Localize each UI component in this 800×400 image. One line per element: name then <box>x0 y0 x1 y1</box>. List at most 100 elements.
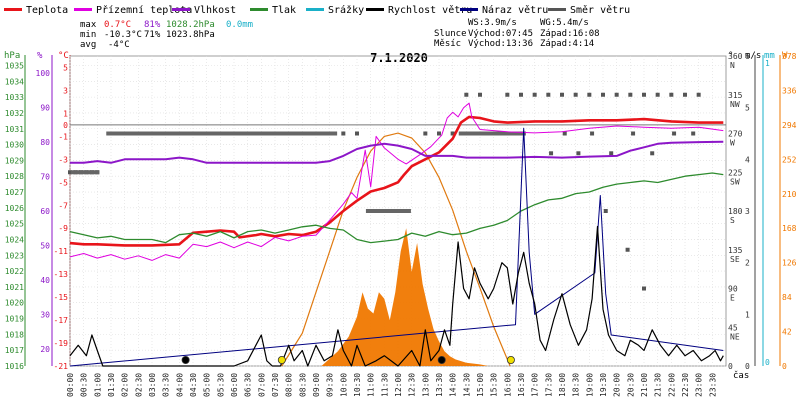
ms-tick-label: 0 <box>745 362 750 371</box>
stats-max-label: max <box>80 20 97 30</box>
pct-tick-label: 90 <box>40 104 50 113</box>
wind-direction-point <box>385 209 390 213</box>
wind-direction-point <box>232 131 236 136</box>
wind-direction-point <box>106 131 111 136</box>
ms-tick-label: 2 <box>745 259 750 268</box>
temp-tick-label: 0 <box>63 121 68 130</box>
wind-direction-point <box>516 131 521 136</box>
time-tick-label: 09:30 <box>326 373 335 397</box>
pct-tick-label: 100 <box>36 69 51 78</box>
wind-direction-point <box>609 151 614 156</box>
wind-direction-point <box>486 131 491 136</box>
wind-direction-point <box>513 131 518 136</box>
temp-tick-label: -21 <box>54 362 69 371</box>
wind-direction-point <box>81 170 86 175</box>
time-tick-label: 11:30 <box>380 373 389 397</box>
dir-tick-label: S <box>730 216 735 225</box>
time-tick-label: 15:30 <box>490 373 499 397</box>
pct-tick-label: 80 <box>40 138 50 147</box>
temp-tick-label: 5 <box>63 63 68 72</box>
dir-axis-title: ° <box>728 51 733 61</box>
time-tick-label: 18:00 <box>558 373 567 397</box>
wind-direction-point <box>207 131 212 136</box>
wind-direction-point <box>406 209 411 213</box>
wind-direction-point <box>95 170 100 175</box>
hpa-tick-label: 1025 <box>5 220 24 229</box>
time-tick-label: 21:30 <box>654 373 663 397</box>
wind-direction-point <box>73 170 78 175</box>
wind-direction-point <box>174 131 179 136</box>
hpa-tick-label: 1018 <box>5 330 24 339</box>
ms-tick-label: 5 <box>745 104 750 113</box>
wind-direction-point <box>180 131 185 136</box>
wind-direction-point <box>603 209 608 213</box>
wind-direction-point <box>270 131 275 136</box>
temp-tick-label: -1 <box>58 132 68 141</box>
wind-direction-point <box>78 170 83 175</box>
time-tick-label: 02:30 <box>134 373 143 397</box>
stats-max-press: 1028.2hPa <box>166 20 215 30</box>
wind-direction-point <box>461 131 466 136</box>
wind-direction-point <box>185 131 190 136</box>
stats-avg-temp: -4°C <box>108 40 130 50</box>
wind-direction-point <box>210 131 215 136</box>
dir-tick-label: NE <box>730 332 740 341</box>
wind-direction-point <box>251 131 256 136</box>
legend-label: Náraz větru <box>482 4 548 16</box>
hpa-tick-label: 1019 <box>5 315 24 324</box>
hpa-tick-label: 1033 <box>5 93 24 102</box>
temp-tick-label: 3 <box>63 86 68 95</box>
dir-tick-label: 270 <box>728 130 743 139</box>
wind-direction-point <box>628 92 633 97</box>
ms-axis-title: m/s <box>745 51 761 61</box>
time-tick-label: 18:30 <box>572 373 581 397</box>
wind-direction-point <box>242 131 247 136</box>
wind-direction-point <box>316 131 321 136</box>
series-layer <box>69 102 724 367</box>
wind-direction-point <box>234 131 239 136</box>
wind-wg: WG:5.4m/s <box>540 18 589 28</box>
pct-tick-label: 20 <box>40 345 50 354</box>
legend-item-smer-vetru: Směr větru <box>548 4 630 16</box>
hpa-tick-label: 1022 <box>5 267 24 276</box>
legend-item-rychlost-vetru: Rychlost větru <box>366 4 472 16</box>
pct-tick-label: 50 <box>40 241 50 250</box>
wind-direction-point <box>379 209 384 213</box>
wm2-tick-label: 42 <box>782 328 792 337</box>
wind-direction-point <box>472 131 477 136</box>
wind-direction-point <box>119 131 124 136</box>
wind-direction-point <box>475 131 480 136</box>
wind-direction-point <box>404 209 409 213</box>
wind-direction-point <box>117 131 122 136</box>
dir-tick-label: E <box>730 294 735 303</box>
time-tick-label: 14:30 <box>462 373 471 397</box>
wind-direction-point <box>532 92 537 97</box>
wind-direction-point <box>614 92 619 97</box>
wind-direction-point <box>510 131 515 136</box>
wind-direction-point <box>374 209 379 213</box>
wm2-tick-label: 0 <box>782 362 787 371</box>
wind-direction-point <box>237 131 242 136</box>
wind-direction-point <box>382 209 387 213</box>
time-tick-label: 07:00 <box>257 373 266 397</box>
stats-block: max 0.7°C 81% 1028.2hPa 0.0mm min -10.3°… <box>80 20 253 50</box>
wind-direction-point <box>519 92 523 97</box>
wm2-tick-label: 294 <box>782 121 797 130</box>
temp-tick-label: -17 <box>54 316 69 325</box>
wind-direction-point <box>573 92 578 97</box>
wind-direction-point <box>365 209 370 213</box>
wind-direction-point <box>68 170 72 175</box>
hpa-tick-label: 1034 <box>5 77 24 86</box>
time-tick-label: 10:00 <box>339 373 348 397</box>
time-tick-label: 16:30 <box>517 373 526 397</box>
sun-label: Slunce <box>434 29 467 39</box>
wind-direction-point <box>294 131 299 136</box>
stats-min-hum: 71% <box>144 30 161 40</box>
wind-direction-point <box>519 131 523 136</box>
temp-tick-label: -15 <box>54 293 69 302</box>
legend-item-vlhkost: Vlhkost <box>172 5 236 16</box>
legend-item-srazky: Srážky <box>306 4 364 16</box>
dir-tick-label: SW <box>730 177 740 186</box>
wind-direction-point <box>92 170 97 175</box>
wind-direction-point <box>84 170 89 175</box>
